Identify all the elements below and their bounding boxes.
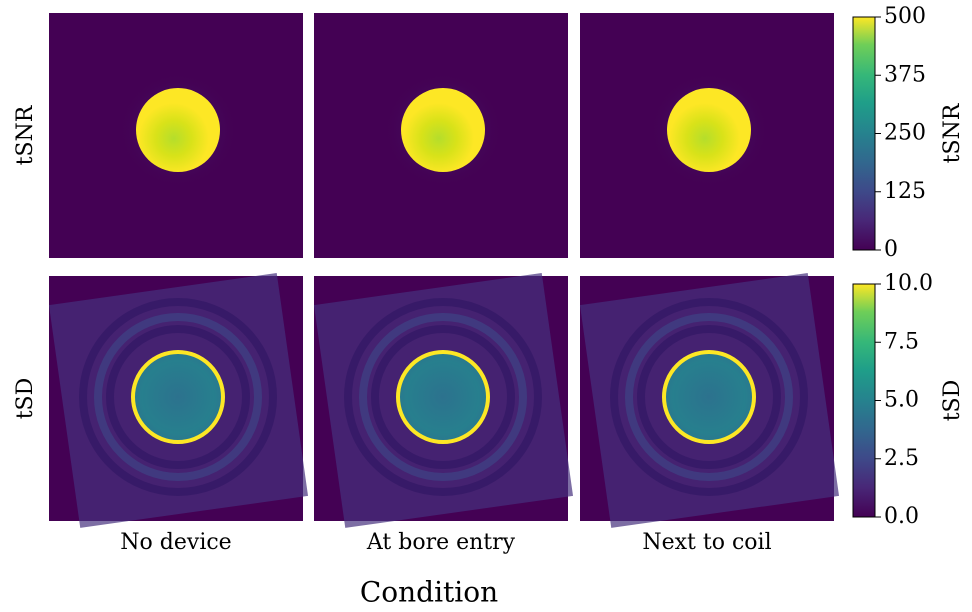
colorbar-label: tSNR — [940, 102, 965, 163]
colorbar-tick-label: 250 — [884, 121, 926, 146]
column-label: No device — [120, 530, 231, 555]
phantom-disk — [664, 352, 754, 442]
colorbar-label: tSD — [940, 380, 965, 422]
column-label: At bore entry — [366, 530, 516, 555]
colorbar-tick-label: 0 — [884, 237, 898, 262]
colorbar — [853, 17, 875, 250]
figure: tSNR 0 125 250 375 500 tSNR tSD 0.0 2.5 5.0 7.5 10.0… — [0, 0, 972, 612]
image-row — [49, 13, 834, 258]
x-axis-label: Condition — [360, 576, 498, 609]
colorbar-tick-label: 2.5 — [884, 446, 919, 471]
colorbar-tick-label: 0.0 — [884, 504, 919, 529]
colorbar-tick-label: 10.0 — [884, 271, 933, 296]
colorbar — [853, 284, 875, 517]
phantom-disk — [133, 352, 223, 442]
colorbar-tick-label: 5.0 — [884, 388, 919, 413]
image-row — [49, 273, 839, 528]
column-label: Next to coil — [642, 530, 771, 555]
row-label: tSNR — [13, 104, 38, 165]
phantom-disk — [398, 352, 488, 442]
phantom-disk — [667, 88, 751, 172]
colorbar-tick-label: 500 — [884, 4, 926, 29]
colorbar-tick-label: 375 — [884, 62, 926, 87]
row-label: tSD — [13, 378, 38, 420]
colorbar-tick-label: 7.5 — [884, 329, 919, 354]
phantom-disk — [136, 88, 220, 172]
colorbar-tick-label: 125 — [884, 179, 926, 204]
phantom-disk — [401, 88, 485, 172]
